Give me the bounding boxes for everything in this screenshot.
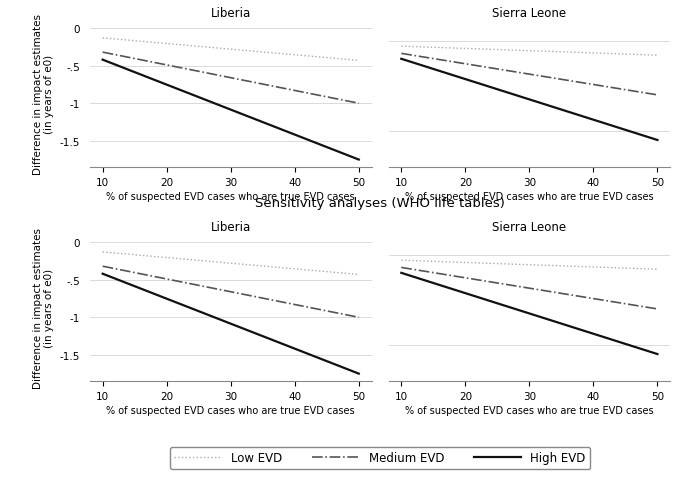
X-axis label: % of suspected EVD cases who are true EVD cases: % of suspected EVD cases who are true EV… xyxy=(405,191,654,201)
X-axis label: % of suspected EVD cases who are true EVD cases: % of suspected EVD cases who are true EV… xyxy=(106,191,355,201)
Title: Sierra Leone: Sierra Leone xyxy=(492,7,567,20)
Title: Liberia: Liberia xyxy=(211,221,251,233)
Legend: Low EVD, Medium EVD, High EVD: Low EVD, Medium EVD, High EVD xyxy=(170,447,590,469)
Y-axis label: Difference in impact estimates
(in years of e0): Difference in impact estimates (in years… xyxy=(32,14,54,174)
Text: Sensitivity analyses (WHO life tables): Sensitivity analyses (WHO life tables) xyxy=(255,197,505,210)
X-axis label: % of suspected EVD cases who are true EVD cases: % of suspected EVD cases who are true EV… xyxy=(106,405,355,415)
Title: Liberia: Liberia xyxy=(211,7,251,20)
Title: Sierra Leone: Sierra Leone xyxy=(492,221,567,233)
Y-axis label: Difference in impact estimates
(in years of e0): Difference in impact estimates (in years… xyxy=(32,227,54,388)
X-axis label: % of suspected EVD cases who are true EVD cases: % of suspected EVD cases who are true EV… xyxy=(405,405,654,415)
